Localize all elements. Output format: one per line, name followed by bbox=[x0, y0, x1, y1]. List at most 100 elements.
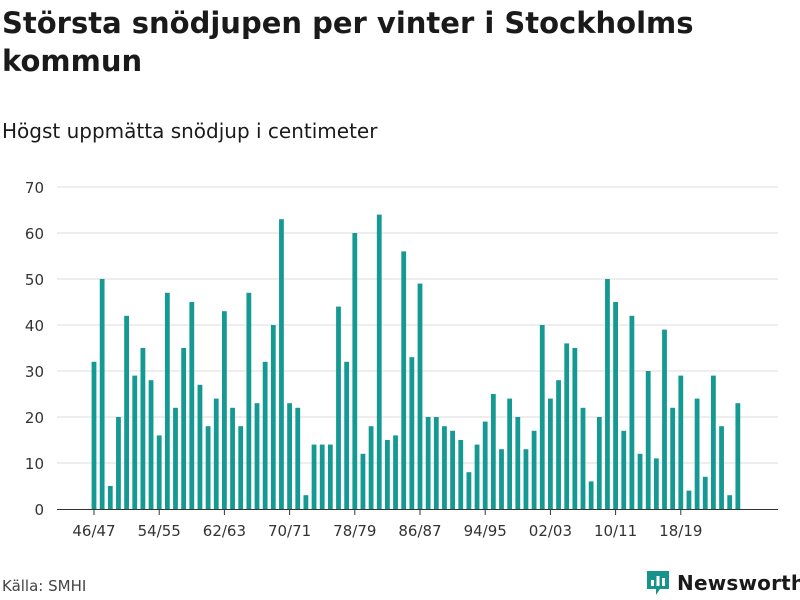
x-tick-label: 78/79 bbox=[333, 522, 376, 540]
bar-01/02 bbox=[539, 325, 545, 509]
bar-87/88 bbox=[425, 417, 431, 509]
bar-66/67 bbox=[254, 403, 260, 509]
bar-61/62 bbox=[213, 398, 219, 509]
bar-49/50 bbox=[116, 417, 121, 509]
y-tick-label: 70 bbox=[25, 179, 44, 197]
bar-18/19 bbox=[678, 375, 684, 509]
bar-07/08 bbox=[588, 481, 594, 509]
bar-04/05 bbox=[564, 343, 570, 509]
bar-06/07 bbox=[580, 407, 586, 509]
y-tick-label: 30 bbox=[25, 363, 44, 381]
x-tick-label: 86/87 bbox=[398, 522, 441, 540]
brand-logo[interactable]: Newsworthy bbox=[645, 569, 800, 597]
x-tick-label: 18/19 bbox=[659, 522, 702, 540]
bar-05/06 bbox=[572, 348, 578, 509]
bar-53/54 bbox=[148, 380, 154, 509]
bar-62/63 bbox=[222, 311, 227, 509]
bar-56/57 bbox=[173, 407, 178, 509]
bar-92/93 bbox=[466, 472, 472, 509]
bar-96/97 bbox=[499, 449, 504, 509]
bar-86/87 bbox=[417, 283, 423, 509]
bar-55/56 bbox=[164, 292, 170, 509]
chart-title: Största snödjupen per vinter i Stockholm… bbox=[2, 6, 694, 78]
bar-03/04 bbox=[556, 380, 561, 509]
bar-15/16 bbox=[653, 458, 659, 509]
bar-97/98 bbox=[507, 398, 513, 509]
bar-88/89 bbox=[433, 417, 439, 509]
bar-chart-logo-icon bbox=[647, 571, 669, 595]
bar-48/49 bbox=[107, 486, 113, 509]
bar-14/15 bbox=[645, 371, 651, 509]
bar-84/85 bbox=[401, 251, 407, 509]
x-tick-label: 54/55 bbox=[138, 522, 181, 540]
x-tick-label: 10/11 bbox=[594, 522, 637, 540]
bar-68/69 bbox=[270, 325, 276, 509]
bar-78/79 bbox=[352, 233, 358, 509]
x-tick-label: 70/71 bbox=[268, 522, 311, 540]
bar-70/71 bbox=[287, 403, 292, 509]
bar-75/76 bbox=[327, 444, 333, 509]
source-note: Källa: SMHI bbox=[2, 577, 87, 595]
brand-name: Newsworthy bbox=[677, 571, 800, 595]
bar-94/95 bbox=[482, 421, 488, 509]
bar-02/03 bbox=[548, 398, 553, 509]
bar-09/10 bbox=[605, 279, 610, 509]
bar-54/55 bbox=[156, 435, 162, 509]
bar-58/59 bbox=[189, 302, 195, 509]
bar-59/60 bbox=[197, 384, 203, 509]
bar-22/23 bbox=[711, 375, 716, 509]
bar-79/80 bbox=[360, 453, 366, 509]
bar-63/64 bbox=[230, 407, 235, 509]
bar-46/47 bbox=[91, 361, 97, 509]
bar-65/66 bbox=[246, 292, 252, 509]
bar-21/22 bbox=[702, 476, 708, 509]
x-tick-label: 02/03 bbox=[529, 522, 572, 540]
bar-95/96 bbox=[490, 394, 496, 509]
bar-11/12 bbox=[621, 430, 627, 509]
bar-71/72 bbox=[295, 407, 301, 509]
bar-91/92 bbox=[458, 440, 464, 509]
x-tick-label: 62/63 bbox=[203, 522, 246, 540]
bar-98/99 bbox=[515, 417, 521, 509]
bar-89/90 bbox=[442, 426, 447, 509]
y-tick-label: 0 bbox=[34, 501, 44, 519]
chart-subtitle: Högst uppmätta snödjup i centimeter bbox=[2, 119, 378, 143]
bar-51/52 bbox=[132, 375, 138, 509]
bar-90/91 bbox=[450, 430, 455, 509]
bar-52/53 bbox=[140, 348, 146, 509]
bar-20/21 bbox=[694, 398, 700, 509]
bar-72/73 bbox=[303, 495, 309, 509]
bar-57/58 bbox=[181, 348, 187, 509]
y-tick-label: 10 bbox=[25, 455, 44, 473]
bar-16/17 bbox=[662, 329, 667, 509]
bar-00/01 bbox=[531, 430, 537, 509]
bar-47/48 bbox=[99, 279, 105, 509]
bar-67/68 bbox=[262, 361, 268, 509]
x-tick-label: 46/47 bbox=[72, 522, 115, 540]
bar-undefined bbox=[727, 495, 733, 509]
bar-08/09 bbox=[596, 417, 602, 509]
bar-83/84 bbox=[393, 435, 398, 509]
bar-85/86 bbox=[409, 357, 415, 509]
bar-12/13 bbox=[629, 315, 635, 509]
bar-99/00 bbox=[523, 449, 529, 509]
bar-10/11 bbox=[613, 302, 618, 509]
bar-69/70 bbox=[279, 219, 284, 509]
y-tick-label: 20 bbox=[25, 409, 44, 427]
bar-93/94 bbox=[474, 444, 480, 509]
bar-undefined bbox=[735, 403, 741, 509]
bar-23/24 bbox=[719, 426, 724, 509]
bar-76/77 bbox=[336, 306, 341, 509]
bar-81/82 bbox=[376, 214, 382, 509]
bar-64/65 bbox=[238, 426, 244, 509]
bar-17/18 bbox=[670, 407, 676, 509]
bar-60/61 bbox=[205, 426, 211, 509]
bar-82/83 bbox=[385, 440, 390, 509]
bar-73/74 bbox=[311, 444, 317, 509]
bar-13/14 bbox=[637, 453, 643, 509]
y-tick-label: 60 bbox=[25, 225, 44, 243]
bar-74/75 bbox=[319, 444, 325, 509]
y-tick-label: 40 bbox=[25, 317, 44, 335]
bar-77/78 bbox=[344, 361, 350, 509]
